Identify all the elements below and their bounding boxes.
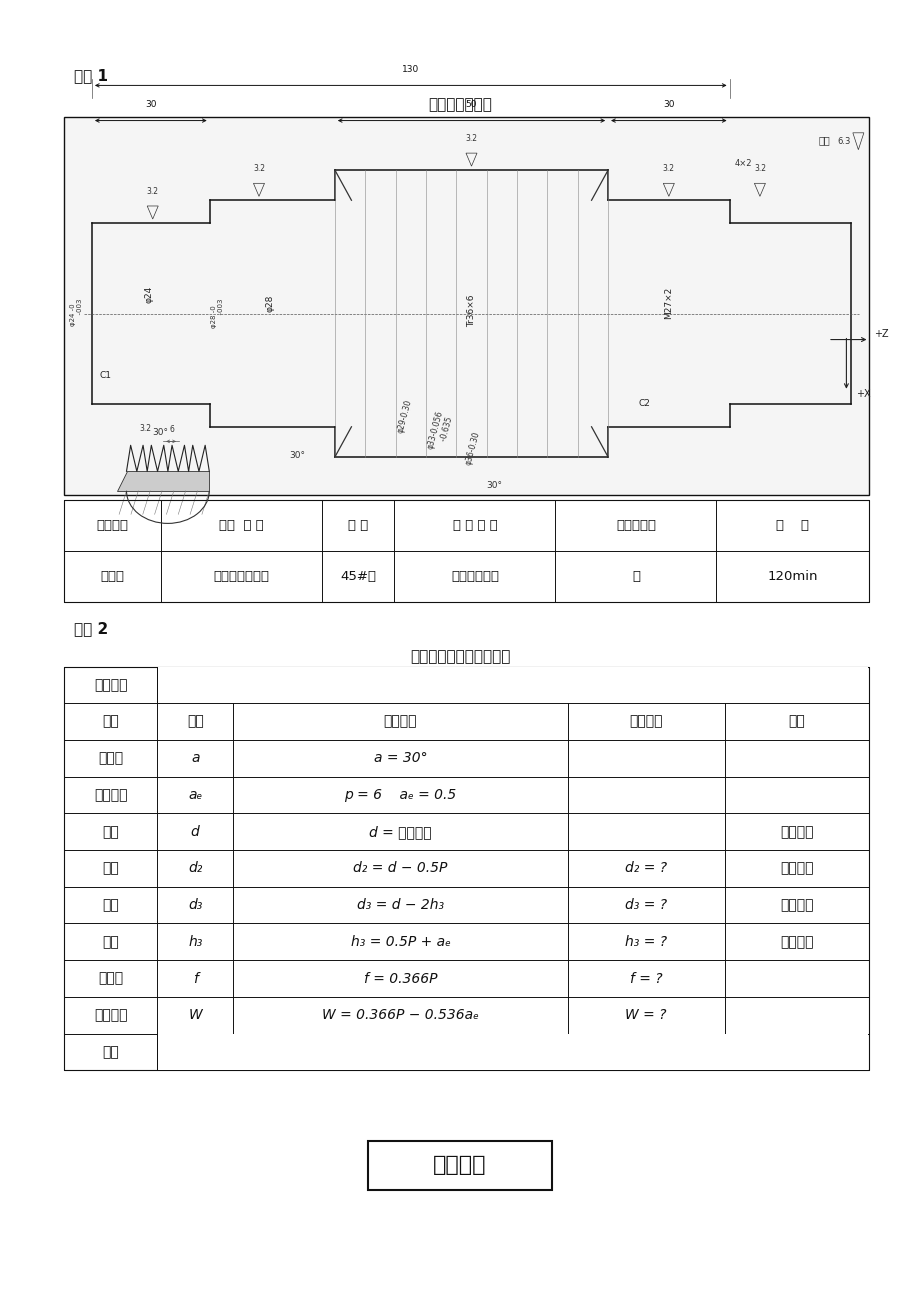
Text: φ36-0.30: φ36-0.30 bbox=[463, 431, 481, 466]
Text: 小径: 小径 bbox=[102, 898, 119, 913]
Text: d₃ = ?: d₃ = ? bbox=[624, 898, 666, 913]
Polygon shape bbox=[118, 471, 210, 491]
Text: 分析任务: 分析任务 bbox=[433, 1155, 486, 1176]
Text: a: a bbox=[191, 751, 199, 766]
Text: 3.2: 3.2 bbox=[139, 424, 151, 432]
Text: 螺纹代号: 螺纹代号 bbox=[94, 678, 128, 691]
Text: p = 6    aₑ = 0.5: p = 6 aₑ = 0.5 bbox=[344, 788, 456, 802]
Text: 6: 6 bbox=[169, 426, 174, 434]
Text: 30°: 30° bbox=[289, 450, 304, 460]
Text: W = ?: W = ? bbox=[625, 1008, 666, 1022]
Text: ？表示学生自己计算结果: ？表示学生自己计算结果 bbox=[513, 1046, 605, 1059]
Text: φ24 -0  
      -003: φ24 -0 -003 bbox=[70, 298, 83, 328]
Text: h₃ = 0.5P + aₑ: h₃ = 0.5P + aₑ bbox=[350, 935, 450, 949]
Text: 代号: 代号 bbox=[187, 715, 203, 729]
Text: 机械加工零件图: 机械加工零件图 bbox=[427, 96, 492, 112]
Text: 材 料 来 源: 材 料 来 源 bbox=[452, 519, 497, 531]
Text: d₃: d₃ bbox=[187, 898, 202, 913]
Text: d₂: d₂ bbox=[187, 862, 202, 875]
Bar bbox=[368, 1141, 551, 1190]
Text: 牙顶间隙: 牙顶间隙 bbox=[94, 788, 128, 802]
Text: 车削外梯形螺纹: 车削外梯形螺纹 bbox=[213, 570, 269, 582]
Text: h₃ = ?: h₃ = ? bbox=[624, 935, 666, 949]
Text: d₂ = ?: d₂ = ? bbox=[624, 862, 666, 875]
Text: f = ?: f = ? bbox=[629, 971, 662, 986]
Text: ？表示学生自己计算结果: ？表示学生自己计算结果 bbox=[168, 1046, 260, 1059]
Text: 备注: 备注 bbox=[102, 1046, 119, 1059]
Bar bbox=[158, 1034, 868, 1070]
Text: 基本尺寸: 基本尺寸 bbox=[779, 862, 812, 875]
Text: W: W bbox=[188, 1008, 202, 1022]
Text: C1: C1 bbox=[99, 371, 111, 380]
Text: φ33-0.056
     -0.635: φ33-0.056 -0.635 bbox=[425, 410, 454, 453]
Text: d₂ = d − 0.5P: d₂ = d − 0.5P bbox=[353, 862, 448, 875]
Text: 米制梯形外螺纹相关计算: 米制梯形外螺纹相关计算 bbox=[409, 648, 510, 664]
Text: Tr36×6: Tr36×6 bbox=[467, 294, 475, 327]
Text: 基本尺寸: 基本尺寸 bbox=[779, 935, 812, 949]
Text: 3.2: 3.2 bbox=[146, 186, 159, 195]
Text: C2: C2 bbox=[638, 398, 650, 408]
Text: M27×2: M27×2 bbox=[664, 286, 673, 319]
Text: h₃: h₃ bbox=[187, 935, 202, 949]
Text: d: d bbox=[190, 824, 199, 838]
Text: 计算结果: 计算结果 bbox=[629, 715, 662, 729]
Text: 是: 是 bbox=[631, 570, 640, 582]
Text: 牙高: 牙高 bbox=[102, 935, 119, 949]
Text: d = 公称直径: d = 公称直径 bbox=[369, 824, 431, 838]
Bar bbox=[64, 117, 868, 495]
Text: 大径: 大径 bbox=[102, 824, 119, 838]
Text: 3.2: 3.2 bbox=[253, 164, 265, 173]
Text: 备注: 备注 bbox=[788, 715, 804, 729]
Text: +X: +X bbox=[855, 389, 869, 400]
Text: aₑ: aₑ bbox=[187, 788, 202, 802]
Text: Tr36x6-7e: Tr36x6-7e bbox=[478, 678, 547, 691]
Text: a = 30°: a = 30° bbox=[373, 751, 426, 766]
Text: f: f bbox=[193, 971, 198, 986]
Text: f = 0.366P: f = 0.366P bbox=[363, 971, 437, 986]
Text: φ28: φ28 bbox=[266, 294, 275, 311]
Text: 牙槽底宽: 牙槽底宽 bbox=[94, 1008, 128, 1022]
Text: 3.2: 3.2 bbox=[465, 134, 477, 143]
Text: 其余: 其余 bbox=[818, 135, 830, 146]
Text: 上次练习转来: 上次练习转来 bbox=[450, 570, 498, 582]
Text: 30°: 30° bbox=[486, 482, 502, 490]
Text: +Z: +Z bbox=[873, 329, 888, 340]
Text: 6.3: 6.3 bbox=[836, 137, 850, 146]
Text: φ29-0.30: φ29-0.30 bbox=[395, 398, 413, 434]
Text: 附表 2: 附表 2 bbox=[74, 621, 108, 637]
Text: 工    时: 工 时 bbox=[776, 519, 809, 531]
Text: 120min: 120min bbox=[766, 570, 817, 582]
Bar bbox=[64, 667, 868, 1070]
Text: 牙型角: 牙型角 bbox=[98, 751, 123, 766]
Text: 牙顶宽: 牙顶宽 bbox=[98, 971, 123, 986]
Text: 转下次练习: 转下次练习 bbox=[616, 519, 655, 531]
Text: 基本尺寸: 基本尺寸 bbox=[779, 898, 812, 913]
Text: 3.2: 3.2 bbox=[753, 164, 766, 173]
Text: 50: 50 bbox=[465, 100, 477, 109]
Text: d₃ = d − 2h₃: d₃ = d − 2h₃ bbox=[357, 898, 444, 913]
Text: 4×2: 4×2 bbox=[733, 159, 752, 168]
Bar bbox=[158, 667, 868, 703]
Text: 45#钢: 45#钢 bbox=[340, 570, 376, 582]
Text: 计算公式: 计算公式 bbox=[383, 715, 417, 729]
Text: 中径: 中径 bbox=[102, 862, 119, 875]
Text: W = 0.366P − 0.536aₑ: W = 0.366P − 0.536aₑ bbox=[322, 1008, 479, 1022]
Bar bbox=[64, 500, 868, 602]
Text: 30: 30 bbox=[145, 100, 156, 109]
Text: 附表 1: 附表 1 bbox=[74, 68, 108, 83]
Text: 材 料: 材 料 bbox=[347, 519, 368, 531]
Text: 传动轴: 传动轴 bbox=[100, 570, 125, 582]
Text: 分析任务: 分析任务 bbox=[433, 1155, 486, 1176]
Text: φ28 -0  
      -003: φ28 -0 -003 bbox=[211, 298, 224, 328]
Text: 零件名称: 零件名称 bbox=[96, 519, 129, 531]
Text: 130: 130 bbox=[402, 65, 419, 74]
Text: φ24: φ24 bbox=[144, 285, 153, 302]
Text: 30°: 30° bbox=[153, 428, 168, 437]
Text: 练习  内 容: 练习 内 容 bbox=[219, 519, 264, 531]
Text: 基本尺寸: 基本尺寸 bbox=[779, 824, 812, 838]
Text: 30: 30 bbox=[663, 100, 674, 109]
Text: 3.2: 3.2 bbox=[662, 164, 675, 173]
Text: 名称: 名称 bbox=[102, 715, 119, 729]
